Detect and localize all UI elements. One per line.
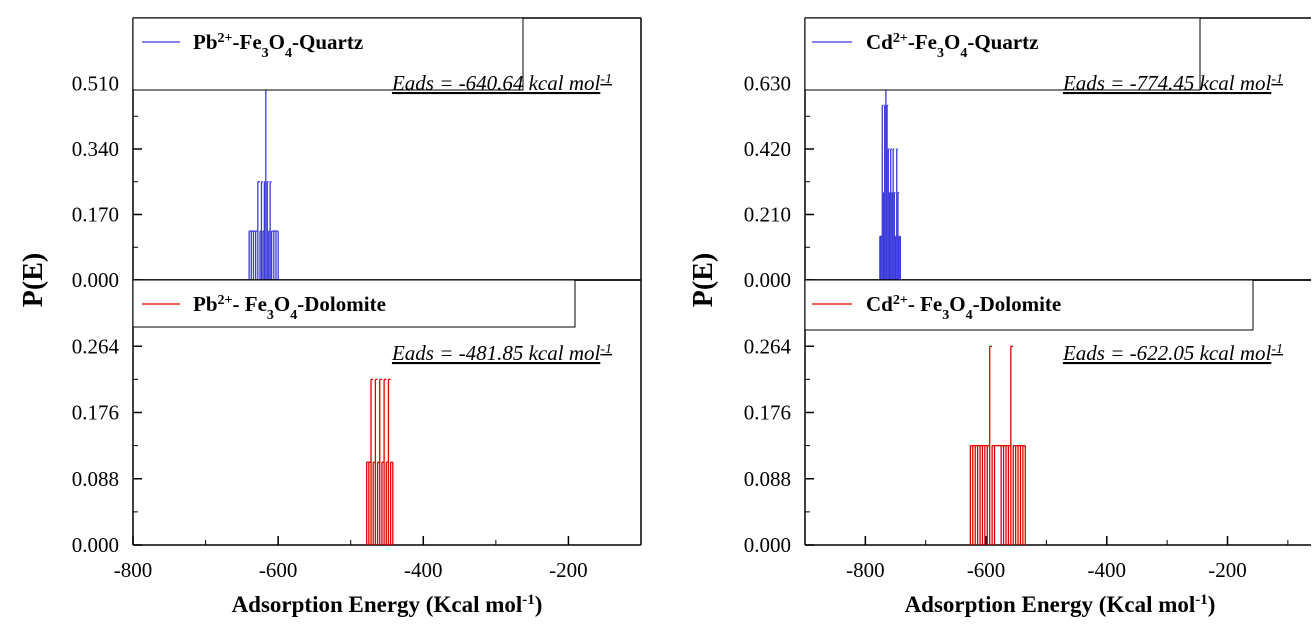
eads-annotation-sup: -1: [1271, 342, 1283, 357]
x-axis-title-sup: -1: [1195, 592, 1208, 608]
eads-annotation-text: Eads = -481.85 kcal mol: [391, 341, 601, 365]
legend-label-part: 4: [960, 46, 967, 61]
legend-label-part: 3: [267, 308, 274, 323]
y-tick-label: 0.088: [72, 467, 119, 491]
x-axis-title: Adsorption Energy (Kcal mol-1): [232, 592, 543, 617]
x-tick-label: -800: [114, 558, 153, 582]
legend-label-part: O: [949, 292, 965, 316]
y-tick-label: 0.340: [72, 137, 119, 161]
y-tick-label: 0.000: [744, 268, 791, 292]
eads-annotation: Eads = -622.05 kcal mol-1: [1062, 341, 1283, 365]
y-tick-label: 0.510: [72, 72, 119, 96]
x-tick-label: -400: [404, 558, 443, 582]
x-axis-title-sup: -1: [522, 592, 535, 608]
eads-annotation: Eads = -774.45 kcal mol-1: [1062, 71, 1283, 95]
x-tick-label: -800: [846, 558, 885, 582]
eads-annotation: Eads = -481.85 kcal mol-1: [391, 341, 612, 365]
legend-label-part: 2+: [893, 31, 908, 46]
y-tick-label: 0.000: [744, 533, 791, 557]
legend-label-part: 4: [285, 46, 292, 61]
x-axis-title-close: ): [1208, 592, 1216, 617]
y-tick-label: 0.176: [72, 401, 119, 425]
x-axis-title: Adsorption Energy (Kcal mol-1): [905, 592, 1216, 617]
legend-label-part: -Fe: [233, 30, 262, 54]
legend-label-part: - Fe: [908, 292, 942, 316]
legend-label-part: 2+: [218, 293, 233, 308]
legend-label-part: 3: [262, 46, 269, 61]
legend-label-part: 2+: [893, 293, 908, 308]
legend-label-part: 4: [966, 308, 973, 323]
x-tick-label: -200: [1208, 558, 1247, 582]
eads-annotation-sup: -1: [600, 72, 612, 87]
legend-label-part: Cd: [866, 292, 893, 316]
y-tick-label: 0.630: [744, 72, 791, 96]
legend-label: Cd2+-Fe3O4-Quartz: [866, 30, 1039, 61]
legend-label-part: -Dolomite: [973, 292, 1062, 316]
x-tick-label: -600: [259, 558, 298, 582]
eads-annotation-text: Eads = -640.64 kcal mol: [391, 71, 601, 95]
y-tick-label: 0.000: [72, 268, 119, 292]
legend-label-part: -Fe: [908, 30, 937, 54]
y-tick-label: 0.210: [744, 203, 791, 227]
x-axis-title-main: Adsorption Energy (Kcal mol: [232, 592, 523, 617]
legend-label-part: 3: [942, 308, 949, 323]
legend-label-part: Cd: [866, 30, 893, 54]
y-tick-label: 0.176: [744, 401, 791, 425]
legend-label: Cd2+- Fe3O4-Dolomite: [866, 292, 1061, 323]
eads-annotation-text: Eads = -774.45 kcal mol: [1062, 71, 1272, 95]
eads-annotation-sup: -1: [600, 342, 612, 357]
x-tick-label: -400: [1088, 558, 1127, 582]
legend-box: [804, 17, 1201, 91]
legend-label-part: O: [274, 292, 290, 316]
legend-label-part: Pb: [193, 30, 218, 54]
legend-label-part: Pb: [193, 292, 218, 316]
legend-label-part: 3: [937, 46, 944, 61]
legend-label-part: -Quartz: [292, 30, 363, 54]
x-tick-label: -200: [549, 558, 588, 582]
x-axis-title-close: ): [535, 592, 543, 617]
legend-label-part: O: [944, 30, 960, 54]
legend-box: [132, 17, 524, 91]
legend-box: [804, 279, 1254, 331]
legend-label-part: O: [269, 30, 285, 54]
legend-label-part: 4: [290, 308, 297, 323]
legend-label-part: 2+: [218, 31, 233, 46]
y-tick-label: 0.000: [72, 533, 119, 557]
x-axis-title-main: Adsorption Energy (Kcal mol: [905, 592, 1196, 617]
legend-label-part: -Dolomite: [297, 292, 386, 316]
legend-label: Pb2+-Fe3O4-Quartz: [193, 30, 363, 61]
y-tick-label: 0.088: [744, 467, 791, 491]
y-axis-title: P(E): [688, 253, 719, 307]
y-tick-label: 0.264: [744, 334, 792, 358]
eads-annotation: Eads = -640.64 kcal mol-1: [391, 71, 612, 95]
legend-label-part: - Fe: [233, 292, 267, 316]
eads-annotation-sup: -1: [1271, 72, 1283, 87]
x-tick-label: -600: [967, 558, 1006, 582]
legend-label: Pb2+- Fe3O4-Dolomite: [193, 292, 386, 323]
y-tick-label: 0.170: [72, 203, 119, 227]
legend-box: [132, 279, 576, 328]
y-axis-title: P(E): [18, 253, 49, 307]
legend-label-part: -Quartz: [967, 30, 1038, 54]
eads-annotation-text: Eads = -622.05 kcal mol: [1062, 341, 1272, 365]
y-tick-label: 0.264: [72, 334, 120, 358]
y-tick-label: 0.420: [744, 137, 791, 161]
